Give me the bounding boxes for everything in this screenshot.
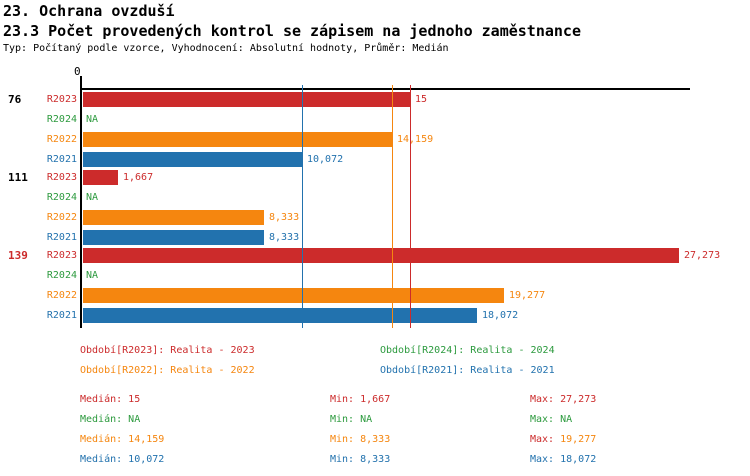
median-line-r2022 [392,85,393,328]
stat-cell-r2022: Medián: 14,159 [80,434,164,445]
legend-item-r2021: Období[R2021]: Realita - 2021 [380,365,555,376]
page-subtitle: 23.3 Počet provedených kontrol se zápise… [3,22,581,40]
y-axis-line [80,76,82,328]
bar-r2022 [83,132,392,147]
bar-series-label: R2022 [46,212,77,223]
bar-r2022 [83,288,504,303]
bar-series-label: R2023 [46,172,77,183]
bar-value-label: 19,277 [509,290,546,301]
stat-label: Medián: [80,394,129,405]
page-title: 23. Ochrana ovzduší [3,2,175,20]
legend-item-r2022: Období[R2022]: Realita - 2022 [80,365,255,376]
bar-value-na: NA [86,114,99,125]
median-line-r2023 [410,85,411,328]
x-axis-origin-label: 0 [74,65,81,78]
bar-series-label: R2024 [46,192,77,203]
bar-value-label: 15 [415,94,428,105]
bar-r2022 [83,210,264,225]
stat-value: 18,072 [560,454,597,465]
stat-value: 10,072 [128,454,165,465]
bar-series-label: R2022 [46,290,77,301]
stat-value: NA [560,414,573,425]
bar-value-label: 14,159 [397,134,434,145]
bar-r2021 [83,152,302,167]
bar-r2023 [83,170,118,185]
stat-cell-r2023: Medián: 15 [80,394,140,405]
stat-value: NA [128,414,141,425]
bar-value-na: NA [86,270,99,281]
stat-value: NA [360,414,373,425]
stat-cell-r2024: Max: NA [530,414,572,425]
bar-value-label: 8,333 [269,212,300,223]
stat-cell-r2022: Max: 19,277 [530,434,596,445]
bar-series-label: R2021 [46,310,77,321]
stat-value: 15 [128,394,141,405]
stat-label: Max: [530,414,561,425]
bar-value-label: 8,333 [269,232,300,243]
bar-value-label: 27,273 [684,250,721,261]
bar-value-label: 18,072 [482,310,519,321]
bar-series-label: R2022 [46,134,77,145]
stat-cell-r2021: Max: 18,072 [530,454,596,465]
stat-label: Max: [530,434,561,445]
stat-value: 27,273 [560,394,597,405]
bar-value-label: 1,667 [123,172,154,183]
bar-r2023 [83,248,679,263]
bar-value-label: 10,072 [307,154,344,165]
bar-series-label: R2023 [46,250,77,261]
group-label: 111 [8,171,28,184]
group-label: 139 [8,249,28,262]
stat-value: 19,277 [560,434,597,445]
bar-value-na: NA [86,192,99,203]
stat-cell-r2021: Min: 8,333 [330,454,390,465]
stat-label: Max: [530,394,561,405]
bar-r2021 [83,308,477,323]
stat-value: 8,333 [360,434,391,445]
bar-series-label: R2024 [46,114,77,125]
bar-series-label: R2024 [46,270,77,281]
stat-label: Min: [330,434,361,445]
stat-label: Min: [330,414,361,425]
legend-item-r2023: Období[R2023]: Realita - 2023 [80,345,255,356]
x-axis-line [80,88,690,90]
legend-item-r2024: Období[R2024]: Realita - 2024 [380,345,555,356]
stat-cell-r2022: Min: 8,333 [330,434,390,445]
bar-series-label: R2021 [46,154,77,165]
group-label: 76 [8,93,22,106]
page-meta: Typ: Počítaný podle vzorce, Vyhodnocení:… [3,43,449,54]
stat-value: 14,159 [128,434,165,445]
stat-label: Medián: [80,434,129,445]
bar-series-label: R2021 [46,232,77,243]
stat-cell-r2021: Medián: 10,072 [80,454,164,465]
stat-cell-r2023: Max: 27,273 [530,394,596,405]
median-line-r2021 [302,85,303,328]
bar-r2021 [83,230,264,245]
stat-label: Medián: [80,414,129,425]
stat-cell-r2023: Min: 1,667 [330,394,390,405]
stat-cell-r2024: Medián: NA [80,414,140,425]
stat-value: 8,333 [360,454,391,465]
bar-series-label: R2023 [46,94,77,105]
stat-label: Min: [330,454,361,465]
stat-label: Medián: [80,454,129,465]
stat-label: Min: [330,394,361,405]
bar-r2023 [83,92,410,107]
stat-value: 1,667 [360,394,391,405]
stat-label: Max: [530,454,561,465]
stat-cell-r2024: Min: NA [330,414,372,425]
